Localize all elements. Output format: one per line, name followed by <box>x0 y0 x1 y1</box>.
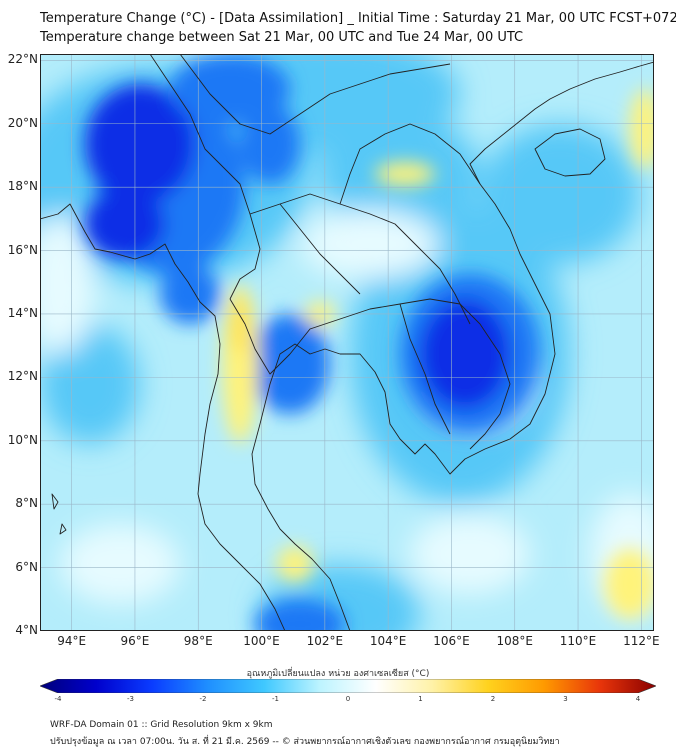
footer-model-info: WRF-DA Domain 01 :: Grid Resolution 9km … <box>50 720 273 730</box>
lat-tick-label: 6°N <box>15 559 38 574</box>
colorbar-tick-label: -4 <box>54 695 62 703</box>
lon-tick-label: 94°E <box>57 634 87 648</box>
lat-tick-label: 16°N <box>7 242 38 257</box>
lon-tick-label: 102°E <box>306 634 344 648</box>
colorbar-tick-label: 2 <box>490 695 496 703</box>
lat-tick-label: 14°N <box>7 305 38 320</box>
footer-update-info: ปรับปรุงข้อมูล ณ เวลา 07:00น. วัน ส. ที่… <box>50 737 560 747</box>
colorbar-ramp <box>40 679 656 693</box>
field-cores <box>85 54 654 631</box>
colorbar-tick-label: 3 <box>563 695 568 703</box>
colorbar-tick-label: -1 <box>272 695 279 703</box>
map-panel <box>40 54 654 631</box>
temperature-change-field <box>40 54 654 631</box>
colorbar-tick-label: -3 <box>127 695 134 703</box>
colorbar-tick-label: 4 <box>635 695 641 703</box>
lat-tick-label: 18°N <box>7 179 38 194</box>
lat-tick-label: 8°N <box>15 496 38 511</box>
colorbar-tick-label: -2 <box>199 695 207 703</box>
lon-tick-label: 104°E <box>369 634 407 648</box>
lon-tick-label: 112°E <box>623 634 660 648</box>
coastlines-and-borders <box>40 54 654 631</box>
map-title: Temperature Change (°C) - [Data Assimila… <box>40 11 676 26</box>
lon-tick-label: 108°E <box>496 634 533 648</box>
lon-tick-label: 98°E <box>183 634 213 648</box>
colorbar <box>40 679 656 693</box>
lon-tick-label: 110°E <box>559 634 597 648</box>
lon-tick-label: 106°E <box>433 634 470 648</box>
lon-tick-label: 96°E <box>120 634 150 648</box>
colorbar-tick-label: 0 <box>345 695 351 703</box>
lat-tick-label: 10°N <box>7 432 38 447</box>
lat-tick-label: 12°N <box>7 369 38 384</box>
lat-lon-gridlines <box>40 54 654 631</box>
map-subtitle: Temperature change between Sat 21 Mar, 0… <box>40 30 524 45</box>
lat-tick-label: 20°N <box>7 115 38 130</box>
lat-tick-label: 22°N <box>7 52 38 67</box>
lat-tick-label: 4°N <box>15 623 38 637</box>
colorbar-label: อุณหภูมิเปลี่ยนแปลง หน่วย องศาเซลเซียส (… <box>246 669 430 679</box>
lon-tick-label: 100°E <box>243 634 280 648</box>
colorbar-tick-label: 1 <box>418 695 423 703</box>
